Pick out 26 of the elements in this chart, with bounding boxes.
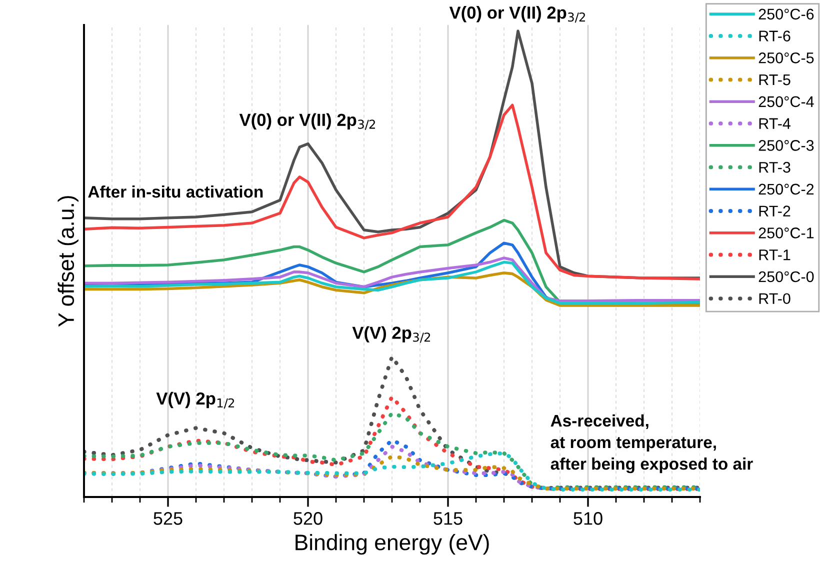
legend-label: 250°C-2 xyxy=(758,184,814,195)
x-tick-label: 520 xyxy=(294,512,322,525)
legend-label: 250°C-4 xyxy=(758,96,814,108)
x-axis-title: Binding energy (eV) xyxy=(296,534,489,555)
annotation: As-received, at room temperature, after being exposed to air xyxy=(550,414,753,474)
legend-label: 250°C-1 xyxy=(758,228,814,238)
annotation: V(V) 2p$_{1/2}$ xyxy=(156,392,234,408)
legend-label: 250°C-3 xyxy=(758,140,814,151)
x-tick-label: 515 xyxy=(434,512,462,525)
legend-label: RT-0 xyxy=(759,293,790,304)
legend-label: RT-6 xyxy=(759,30,790,42)
legend-label: RT-1 xyxy=(759,250,790,260)
legend-label: RT-4 xyxy=(759,118,790,129)
legend-label: 250°C-5 xyxy=(758,52,814,64)
x-tick-label: 510 xyxy=(574,512,602,525)
annotation: V(0) or V(II) 2p$_{3/2}$ xyxy=(449,6,585,23)
annotation: After in-situ activation xyxy=(88,185,263,198)
x-tick-label: 525 xyxy=(154,512,182,525)
legend-label: 250°C-0 xyxy=(758,271,814,282)
legend-label: RT-5 xyxy=(759,74,790,86)
legend-label: RT-3 xyxy=(759,162,790,173)
annotation: V(V) 2p$_{3/2}$ xyxy=(352,326,430,343)
y-axis-title: Y offset (a.u.) xyxy=(58,196,78,327)
legend-label: 250°C-6 xyxy=(758,8,814,20)
legend-label: RT-2 xyxy=(759,206,790,216)
annotation: V(0) or V(II) 2p$_{3/2}$ xyxy=(239,113,375,130)
